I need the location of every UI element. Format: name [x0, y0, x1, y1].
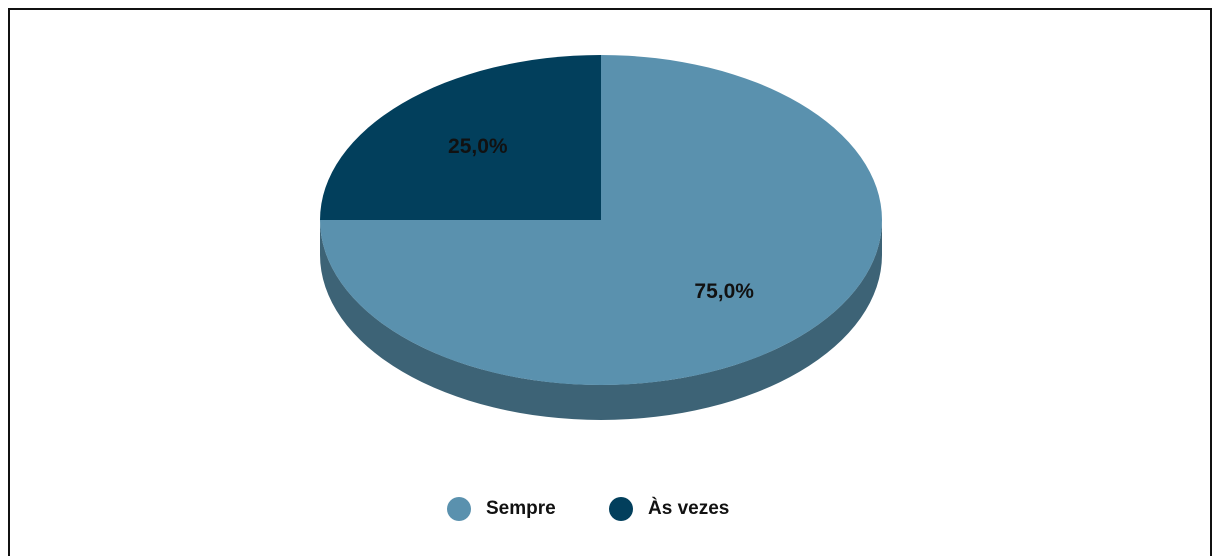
- legend-swatch: [447, 497, 471, 521]
- legend-label: Sempre: [486, 498, 556, 519]
- legend-label: Às vezes: [648, 497, 729, 519]
- pie-slice: [320, 55, 601, 220]
- legend-swatch: [609, 497, 633, 521]
- frame: [8, 8, 1212, 556]
- data-label: 25,0%: [448, 135, 508, 158]
- slice-side: [320, 220, 882, 420]
- data-label: 75,0%: [694, 280, 754, 303]
- slice-top: [320, 55, 601, 220]
